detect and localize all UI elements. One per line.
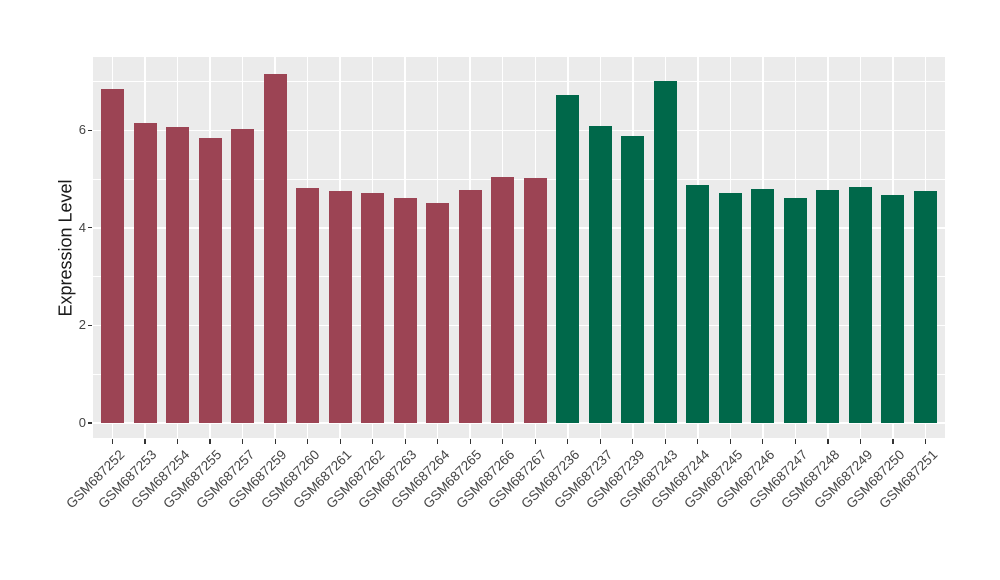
- bar: [914, 191, 937, 423]
- y-tick-label: 6: [78, 122, 86, 138]
- y-tick-mark: [88, 227, 92, 229]
- bar: [491, 176, 515, 423]
- bar: [816, 190, 840, 423]
- x-tick-mark: [111, 439, 114, 444]
- x-tick-mark: [274, 439, 276, 444]
- x-tick-mark: [892, 439, 894, 444]
- x-tick-mark: [176, 439, 179, 444]
- bar: [328, 191, 352, 423]
- bar: [361, 193, 385, 423]
- x-tick-mark: [794, 439, 796, 444]
- h-gridline-major: [93, 129, 945, 132]
- plot-panel: [93, 57, 945, 438]
- x-tick-mark: [567, 439, 569, 444]
- x-tick-mark: [339, 439, 341, 444]
- x-tick-mark: [404, 439, 406, 444]
- bar: [881, 195, 905, 423]
- h-gridline-major: [93, 227, 945, 229]
- bar: [686, 184, 710, 423]
- bar: [231, 129, 255, 423]
- bar: [718, 193, 742, 423]
- x-tick-mark: [859, 439, 862, 444]
- y-tick-label: 2: [78, 317, 86, 333]
- y-tick-mark: [88, 422, 92, 424]
- y-axis-title: Expression Level: [55, 179, 76, 317]
- x-tick-mark: [372, 439, 374, 444]
- x-tick-mark: [144, 439, 146, 444]
- h-gridline-minor: [93, 276, 945, 278]
- y-tick-mark: [88, 129, 92, 131]
- bar: [653, 81, 677, 423]
- x-tick-mark: [664, 439, 666, 444]
- x-tick-mark: [762, 439, 764, 444]
- bar: [296, 187, 320, 423]
- bar: [166, 126, 190, 423]
- bar: [458, 189, 482, 423]
- x-tick-mark: [697, 439, 699, 444]
- bar: [556, 95, 580, 423]
- x-tick-mark: [307, 439, 309, 444]
- x-tick-mark: [729, 439, 731, 444]
- h-gridline-minor: [93, 178, 945, 180]
- y-tick-label: 4: [78, 219, 86, 235]
- bar: [523, 178, 547, 423]
- bar: [588, 125, 612, 423]
- x-tick-mark: [599, 439, 601, 444]
- bar: [133, 123, 157, 423]
- bar: [393, 198, 417, 423]
- bar: [263, 74, 287, 423]
- x-tick-mark: [924, 439, 927, 444]
- bar: [751, 189, 775, 423]
- x-tick-mark: [469, 439, 471, 444]
- x-tick-mark: [632, 439, 634, 444]
- bar: [848, 186, 872, 423]
- bar: [621, 136, 645, 423]
- x-tick-mark: [437, 439, 439, 444]
- h-gridline-major: [93, 422, 945, 424]
- h-gridline-major: [93, 324, 945, 327]
- h-gridline-minor: [93, 373, 945, 375]
- x-tick-mark: [502, 439, 504, 444]
- bar: [101, 88, 124, 423]
- x-tick-mark: [534, 439, 536, 444]
- x-tick-mark: [241, 439, 244, 444]
- bar: [426, 202, 450, 423]
- x-tick-mark: [209, 439, 211, 444]
- y-tick-mark: [88, 324, 92, 327]
- x-tick-mark: [827, 439, 829, 444]
- bar: [783, 197, 807, 423]
- h-gridline-minor: [93, 81, 945, 83]
- bar: [198, 137, 222, 423]
- y-tick-label: 0: [78, 415, 86, 430]
